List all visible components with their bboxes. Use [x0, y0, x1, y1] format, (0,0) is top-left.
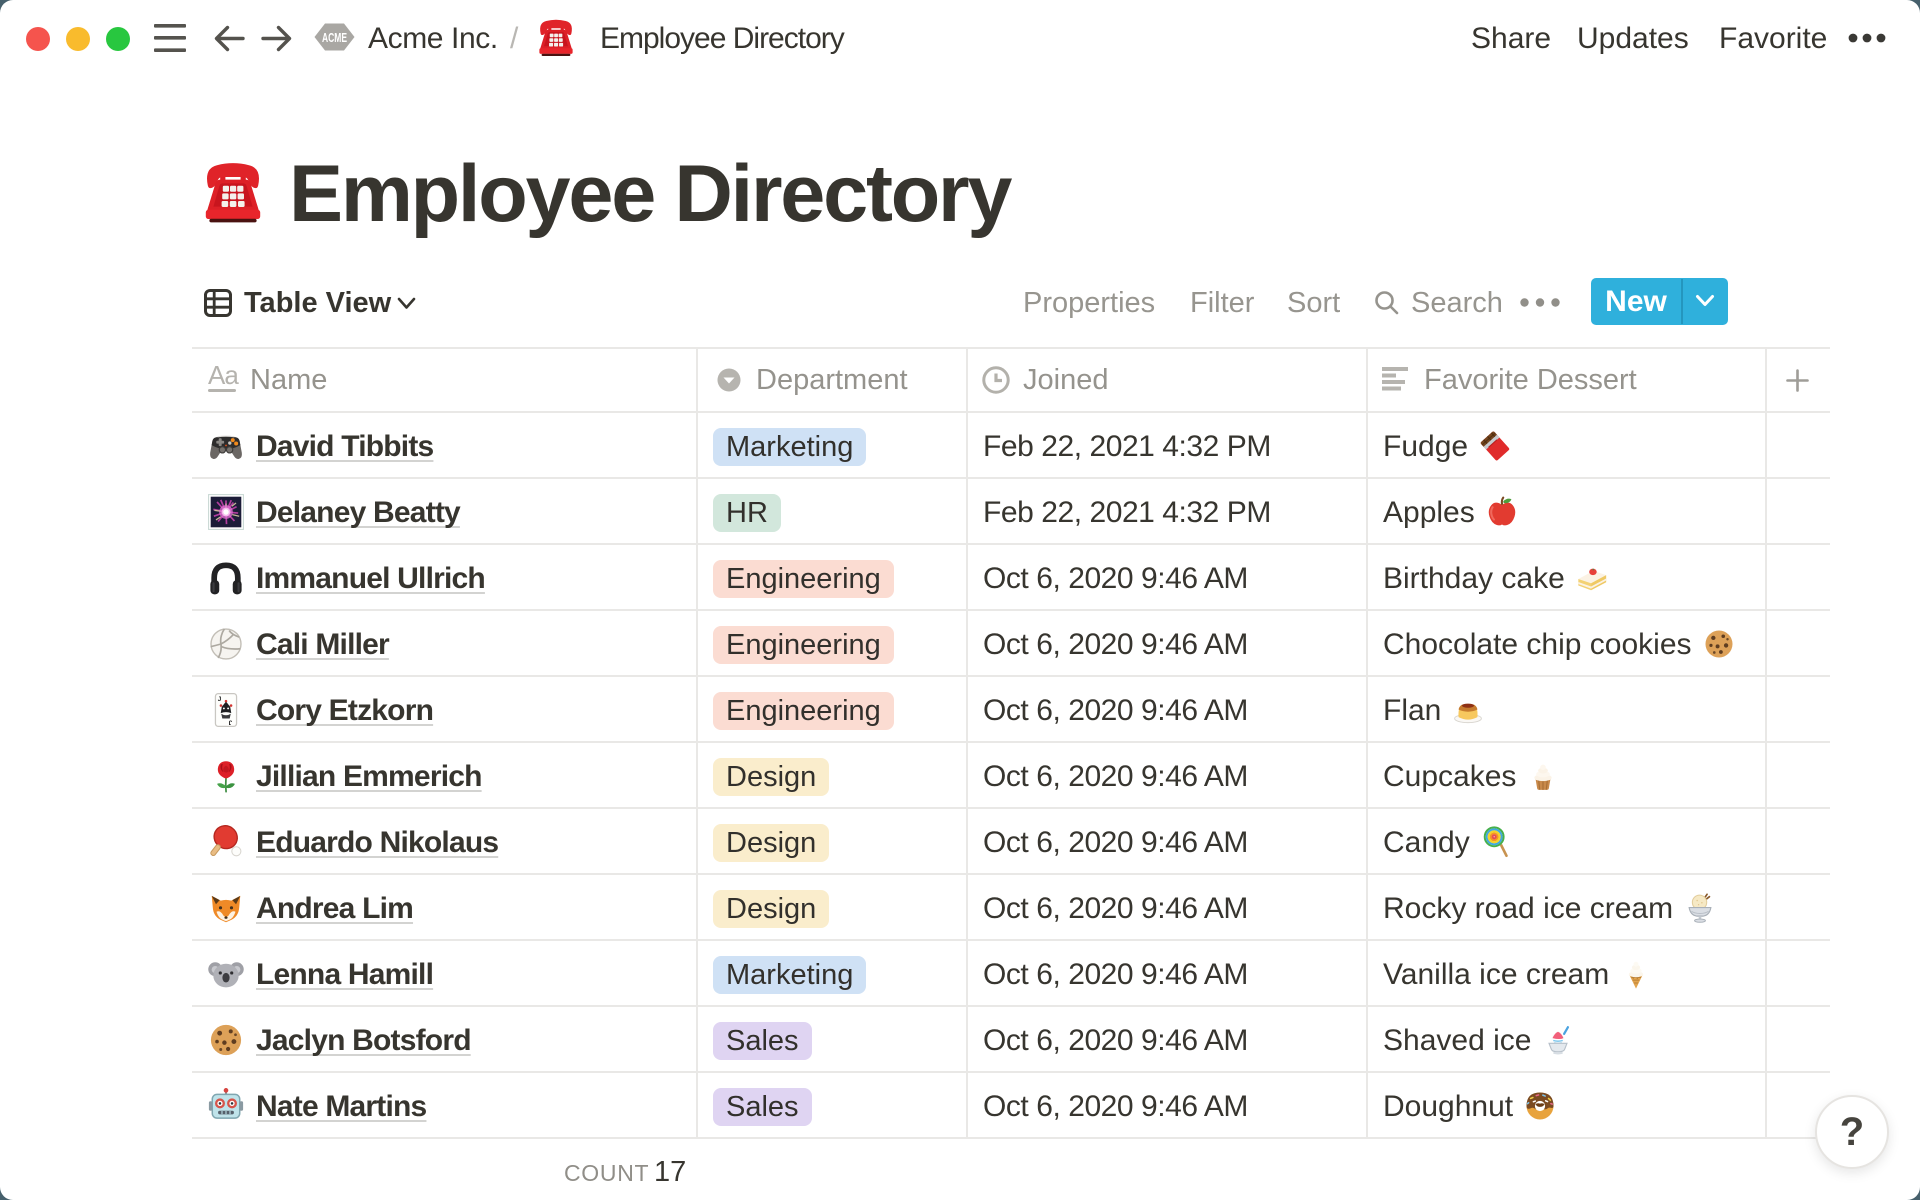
svg-text:J: J [228, 719, 232, 726]
svg-text:J: J [218, 696, 222, 703]
svg-text:ACME: ACME [322, 31, 347, 45]
